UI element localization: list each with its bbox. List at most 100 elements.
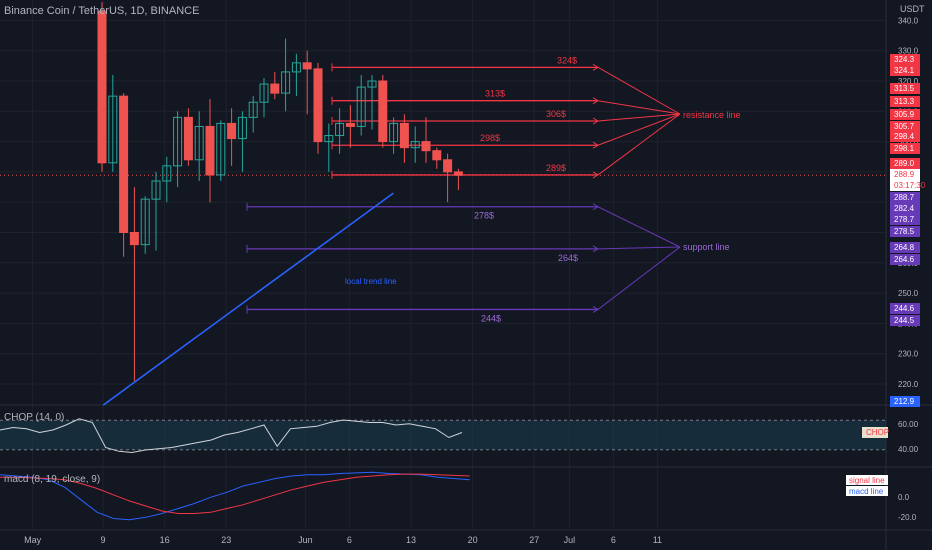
price-badge-text: 03:17:30 — [894, 181, 926, 190]
time-tick: May — [24, 535, 42, 545]
level-pointer — [597, 246, 681, 250]
price-tick: 250.0 — [898, 289, 919, 298]
price-badge — [890, 203, 920, 214]
price-badge-text: 298.4 — [894, 132, 915, 141]
price-badge-text: 282.4 — [894, 204, 915, 213]
candle-body — [345, 122, 355, 127]
candle-body — [399, 122, 409, 149]
candle-body — [216, 122, 226, 176]
price-badge-text: 244.5 — [894, 316, 915, 325]
price-badge-text: 278.5 — [894, 227, 915, 236]
price-badge-text: 289.0 — [894, 159, 915, 168]
level-label: 278$ — [474, 211, 494, 221]
level-label: 313$ — [485, 89, 505, 99]
level-label: 244$ — [481, 313, 501, 323]
trend-annotation: local trend line — [345, 277, 397, 286]
candle-body — [356, 86, 366, 127]
price-badge-text: 313.3 — [894, 97, 915, 106]
price-badge — [890, 303, 920, 314]
signal-tag-text: signal line — [849, 476, 885, 485]
price-badge — [890, 121, 920, 132]
candle-body — [302, 62, 312, 70]
price-badge-text: 264.6 — [894, 255, 915, 264]
macd-tick: 0.0 — [898, 493, 910, 502]
price-badge-text: 313.5 — [894, 84, 915, 93]
candle-body — [432, 150, 442, 161]
time-tick: Jun — [298, 535, 313, 545]
candlesticks[interactable] — [97, 2, 463, 381]
candle-body — [453, 171, 463, 176]
time-tick: 20 — [468, 535, 478, 545]
price-badge-text: 244.6 — [894, 304, 915, 313]
time-tick: 23 — [221, 535, 231, 545]
macd-tag-text: macd line — [849, 487, 884, 496]
candle-body — [151, 180, 161, 200]
candle-body — [443, 159, 453, 173]
candle-body — [97, 10, 107, 164]
level-pointer — [597, 206, 681, 248]
price-badge-text: 298.1 — [894, 144, 915, 153]
candle-body — [389, 122, 399, 143]
level-pointer — [597, 66, 681, 115]
time-tick: 11 — [653, 535, 662, 545]
horizontal-levels: 324$ 313$ 306$ 298$ 289$ 278$ 264$ 244$ — [0, 55, 886, 323]
time-tick: 6 — [347, 535, 352, 545]
macd-panel: 0.0 -20.0 signal line macd line — [0, 471, 917, 522]
candle-body — [205, 125, 215, 176]
price-badge-text: 324.1 — [894, 66, 915, 75]
candle-body — [259, 83, 269, 103]
price-badge-text: 305.9 — [894, 110, 915, 119]
local-trend-line[interactable] — [102, 192, 394, 406]
candle-body — [108, 95, 118, 164]
macd-label: macd (8, 19, close, 9) — [4, 474, 101, 485]
candle-body — [140, 198, 150, 246]
macd-tick: -20.0 — [898, 513, 917, 522]
candle-body — [129, 232, 139, 246]
price-badge-text: 305.7 — [894, 122, 915, 131]
chop-label: CHOP (14, 0) — [4, 412, 65, 423]
support-annotation: support line — [683, 242, 730, 252]
price-axis[interactable]: 340.0330.0320.0310.0300.0290.0280.0270.0… — [890, 16, 926, 407]
resistance-annotation: resistance line — [683, 110, 741, 120]
price-badge-text: 264.8 — [894, 243, 915, 252]
candle-body — [410, 141, 420, 149]
macd-line — [0, 471, 470, 521]
price-badge-text: 278.7 — [894, 215, 915, 224]
price-badge — [890, 83, 920, 94]
price-badge — [890, 109, 920, 120]
candle-body — [367, 80, 377, 88]
candle-body — [281, 71, 291, 94]
candle-body — [313, 68, 323, 143]
chop-tick: 60.00 — [898, 420, 919, 429]
time-tick: 27 — [529, 535, 539, 545]
level-label: 306$ — [546, 109, 566, 119]
price-tick: 330.0 — [898, 47, 919, 56]
price-badge — [890, 315, 920, 326]
price-badge — [890, 254, 920, 265]
time-axis[interactable]: May 9 16 23 Jun 6 13 20 27 Jul 6 11 — [24, 535, 662, 545]
annotations: resistance line support line local trend l… — [345, 110, 741, 286]
chop-tag-text: CHOP — [866, 428, 889, 437]
price-badge-text: 212.9 — [894, 397, 915, 406]
candle-body — [291, 62, 301, 73]
price-badge — [890, 158, 920, 169]
level-label: 289$ — [546, 163, 566, 173]
signal-tag — [846, 475, 888, 485]
level-pointer — [597, 113, 681, 122]
level-pointer — [597, 246, 681, 310]
price-tick: 220.0 — [898, 380, 919, 389]
candle-body — [227, 122, 237, 140]
level-pointer — [597, 100, 681, 115]
level-label: 324$ — [557, 55, 577, 65]
price-badge-text: 288.9 — [894, 170, 915, 179]
price-badge — [890, 169, 920, 180]
price-tick: 230.0 — [898, 350, 919, 359]
price-badge — [890, 180, 920, 191]
level-pointer — [597, 113, 681, 146]
price-badge — [890, 226, 920, 237]
candle-body — [183, 116, 193, 161]
chart-title: Binance Coin / TetherUS, 1D, BINANCE — [4, 5, 200, 17]
chop-panel: 60.00 40.00 CHOP — [0, 418, 919, 454]
